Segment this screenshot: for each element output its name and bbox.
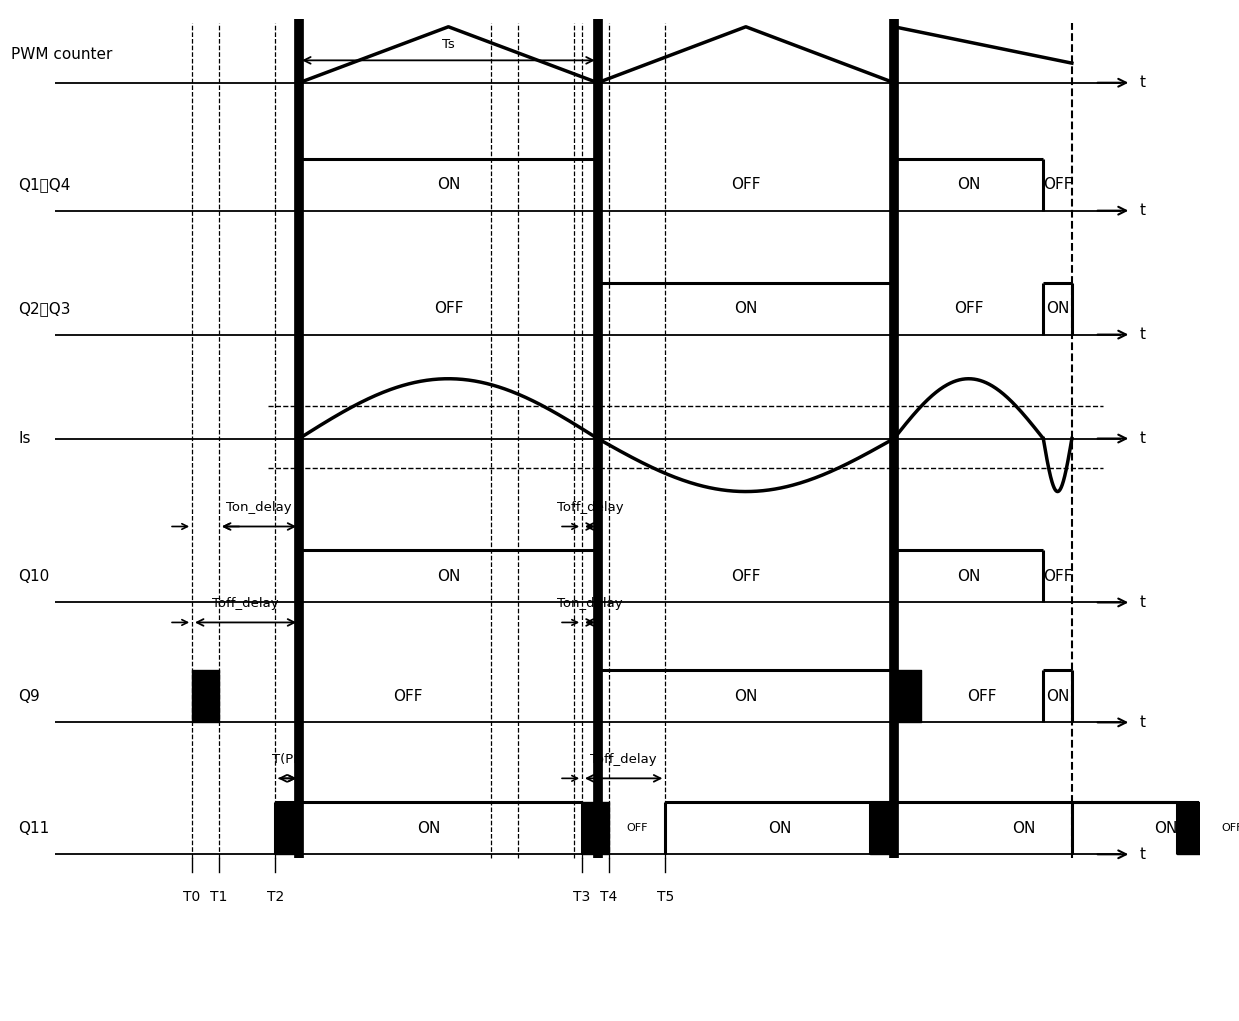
Text: Toff_delay: Toff_delay (590, 753, 657, 767)
Text: T2: T2 (266, 890, 284, 905)
Text: ON: ON (436, 569, 460, 584)
Text: T3: T3 (574, 890, 591, 905)
Text: T(PI): T(PI) (273, 753, 302, 767)
Text: OFF: OFF (968, 689, 997, 703)
Text: t: t (1140, 846, 1146, 862)
Text: PWM counter: PWM counter (11, 47, 113, 62)
Text: OFF: OFF (871, 823, 893, 833)
Text: ON: ON (957, 178, 980, 192)
Text: Q2、Q3: Q2、Q3 (19, 301, 71, 317)
Text: ON: ON (957, 569, 980, 584)
Text: t: t (1140, 595, 1146, 610)
Text: OFF: OFF (627, 823, 648, 833)
Text: ON: ON (418, 821, 440, 836)
Text: T1: T1 (211, 890, 228, 905)
Text: Ton_delay: Ton_delay (558, 597, 623, 611)
Text: OFF: OFF (731, 178, 761, 192)
Text: ON: ON (1155, 821, 1178, 836)
Text: Ts: Ts (442, 38, 455, 51)
Text: OFF: OFF (1043, 569, 1072, 584)
Text: t: t (1140, 327, 1146, 342)
Text: OFF: OFF (1222, 823, 1239, 833)
Text: ON: ON (1012, 821, 1036, 836)
Text: Ton_delay: Ton_delay (227, 501, 292, 515)
Text: OFF: OFF (731, 569, 761, 584)
Text: ON: ON (768, 821, 792, 836)
Text: ON: ON (1046, 689, 1069, 703)
Text: T4: T4 (601, 890, 618, 905)
Text: OFF: OFF (954, 301, 984, 317)
Text: OFF: OFF (434, 301, 463, 317)
Text: t: t (1140, 431, 1146, 446)
Text: t: t (1140, 203, 1146, 218)
Text: OFF: OFF (275, 823, 300, 833)
Text: OFF: OFF (1043, 178, 1072, 192)
Text: T5: T5 (657, 890, 674, 905)
Text: t: t (1140, 76, 1146, 90)
Text: ON: ON (735, 301, 757, 317)
Text: Q10: Q10 (19, 569, 50, 584)
Text: OFF: OFF (394, 689, 424, 703)
Text: ON: ON (735, 689, 757, 703)
Text: t: t (1140, 715, 1146, 730)
Text: ON: ON (436, 178, 460, 192)
Text: Q9: Q9 (19, 689, 40, 703)
Text: Q1、Q4: Q1、Q4 (19, 178, 71, 192)
Text: ON: ON (1046, 301, 1069, 317)
Text: Toff_delay: Toff_delay (212, 597, 279, 611)
Text: Is: Is (19, 431, 31, 446)
Text: Q11: Q11 (19, 821, 50, 836)
Text: Toff_delay: Toff_delay (556, 501, 623, 515)
Text: T0: T0 (183, 890, 201, 905)
